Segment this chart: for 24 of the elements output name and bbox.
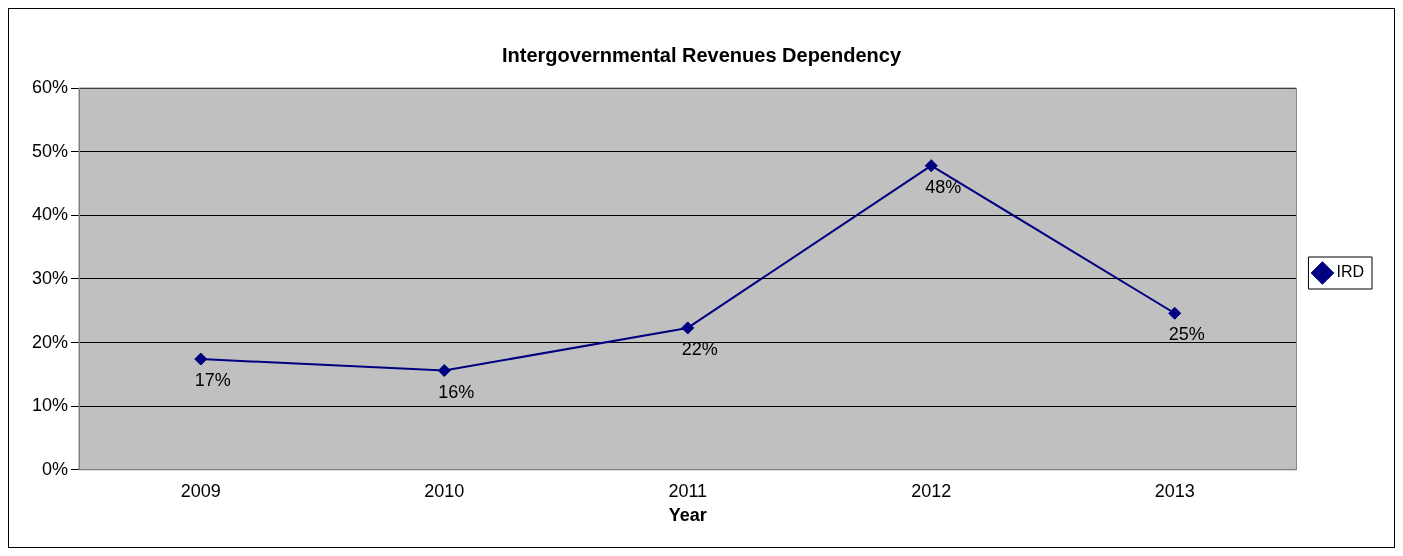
y-tick-label: 20% <box>32 331 69 352</box>
point <box>194 352 208 366</box>
data-label: 25% <box>1168 324 1205 345</box>
x-tick-label: 2012 <box>911 480 952 501</box>
y-tick-label: 40% <box>32 204 69 225</box>
x-tick-label: 2009 <box>180 480 221 501</box>
point <box>681 321 695 335</box>
x-tick-label: 2013 <box>1154 480 1195 501</box>
y-tick-label: 10% <box>32 395 69 416</box>
x-tick-label: 2010 <box>424 480 465 501</box>
y-tick-label: 30% <box>32 267 69 288</box>
data-label: 16% <box>438 381 475 402</box>
data-label: 48% <box>925 176 962 197</box>
y-tick-label: 50% <box>32 140 69 161</box>
point <box>1168 306 1182 320</box>
y-tick-label: 60% <box>32 76 69 97</box>
point <box>924 159 938 173</box>
point <box>437 364 451 378</box>
chart-title: Intergovernmental Revenues Dependency <box>501 43 902 66</box>
x-axis-title: Year <box>668 505 707 526</box>
y-tick-label: 0% <box>42 458 69 479</box>
legend-label: IRD <box>1336 263 1365 281</box>
data-label: 17% <box>194 370 231 391</box>
x-tick-label: 2011 <box>668 480 708 501</box>
